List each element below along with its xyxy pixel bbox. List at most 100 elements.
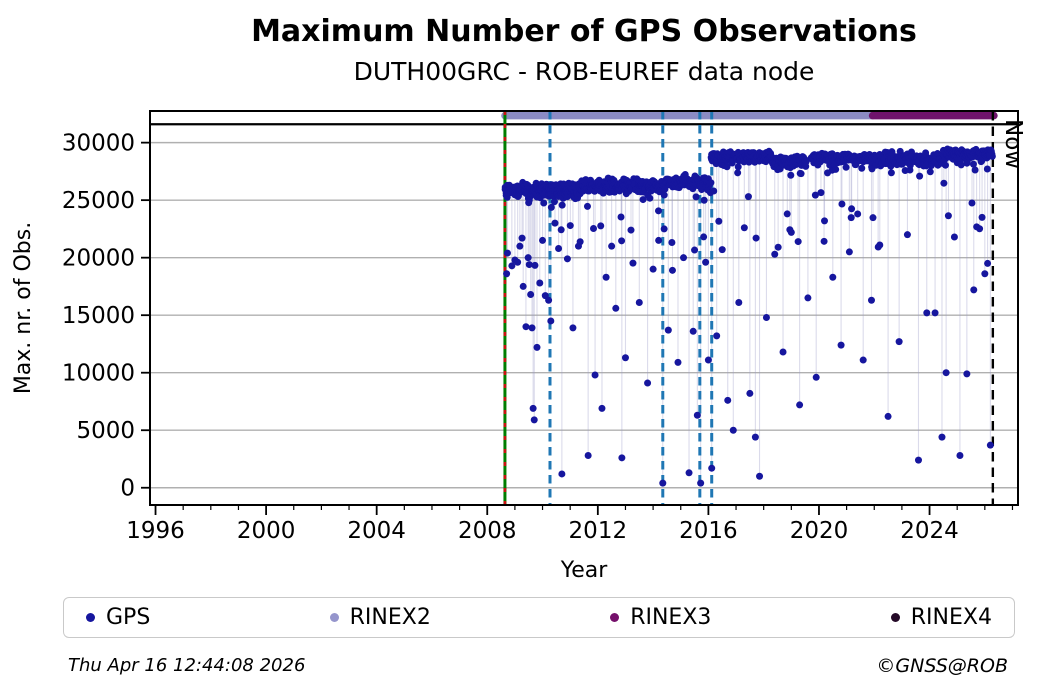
gps-point [794,238,802,246]
gps-point [660,225,668,233]
gps-point [574,242,582,250]
gps-point [664,326,672,334]
gps-point [569,324,577,332]
x-tick-label: 2016 [679,518,738,544]
y-tick-label: 15000 [62,303,135,329]
gps-point [540,199,548,207]
legend-item-rinex3: RINEX3 [610,606,711,629]
legend-label: GPS [106,604,151,630]
gps-point [635,299,643,307]
gps-point [820,217,828,225]
gps-point [558,470,566,478]
gps-point [649,265,657,273]
gps-point [740,224,748,232]
y-axis-label: Max. nr. of Obs. [11,222,36,394]
gps-point [531,261,539,269]
legend-item-rinex2: RINEX2 [329,606,431,629]
gps-point [895,338,903,346]
gps-point [771,250,779,258]
gps-point [859,356,867,364]
y-tick-label: 10000 [62,361,135,387]
gps-point [654,207,662,215]
gps-point [644,379,652,387]
gps-point [723,163,731,171]
gps-point [522,323,530,331]
now-label: Now [1000,119,1026,169]
gps-point [558,201,566,209]
gps-point [940,179,948,187]
gps-point [555,244,563,252]
gps-point [704,356,712,364]
gps-point [612,304,620,312]
gps-point [762,313,770,321]
rinex4-marker-icon [890,613,900,622]
gps-point [692,193,700,201]
gps-point [923,309,931,317]
gps-point [618,237,626,245]
plot-frame [149,110,1019,506]
gps-point [752,234,760,242]
gps-point [876,241,884,249]
gps-point [988,152,996,160]
gps-point [986,441,994,449]
gps-point [941,161,949,169]
gps-point [804,294,812,302]
gps-point [956,452,964,460]
x-tick-label: 2004 [347,518,406,544]
y-tick-label: 30000 [62,131,135,157]
gps-point [916,172,924,180]
gps-point [693,411,701,419]
gps-point [751,433,759,441]
gps-point [674,358,682,366]
gps-point [854,210,862,218]
gps-point [629,259,637,267]
gps-point [646,194,654,202]
gps-point [779,348,787,356]
gps-point [639,196,647,204]
gps-point [617,213,625,221]
rinex2-marker-icon [329,613,339,622]
gps-point [708,464,716,472]
gps-point [659,479,667,487]
gps-point [837,341,845,349]
gps-point [503,249,511,257]
gps-point [848,205,856,213]
gps-point [539,236,547,244]
gps-point [680,254,688,262]
gps-point [934,150,942,158]
y-tick-label: 5000 [76,418,135,444]
gps-point [963,370,971,378]
gps-point [976,225,984,233]
gps-point [746,389,754,397]
x-tick-label: 2024 [900,518,959,544]
gps-point [981,270,989,278]
gps-point [689,327,697,335]
gps-point [524,254,532,262]
gps-point [845,248,853,256]
gps-point [858,164,866,172]
gps-point [971,166,979,174]
gps-point [660,191,668,199]
gps-point [847,214,855,222]
gps-point [516,242,524,250]
plot-svg: Now 1996 2000 2004 2008 2012 2016 2020 2024 0 5000… [11,110,1026,583]
gps-point [744,193,752,201]
gps-point [838,200,846,208]
gps-point [518,234,526,242]
gps-point [796,401,804,409]
y-tick-label: 20000 [62,246,135,272]
gps-point [884,412,892,420]
gps-point [931,309,939,317]
gps-point [627,226,635,234]
gps-point [944,212,952,220]
x-axis-label: Year [560,558,609,583]
gps-point [724,396,732,404]
gps-point [525,261,533,269]
gps-point [545,296,553,304]
gps-point [583,202,591,210]
gps-point [978,213,986,221]
gps-point [842,163,850,171]
gps-point [914,456,922,464]
gps-point [618,454,626,462]
